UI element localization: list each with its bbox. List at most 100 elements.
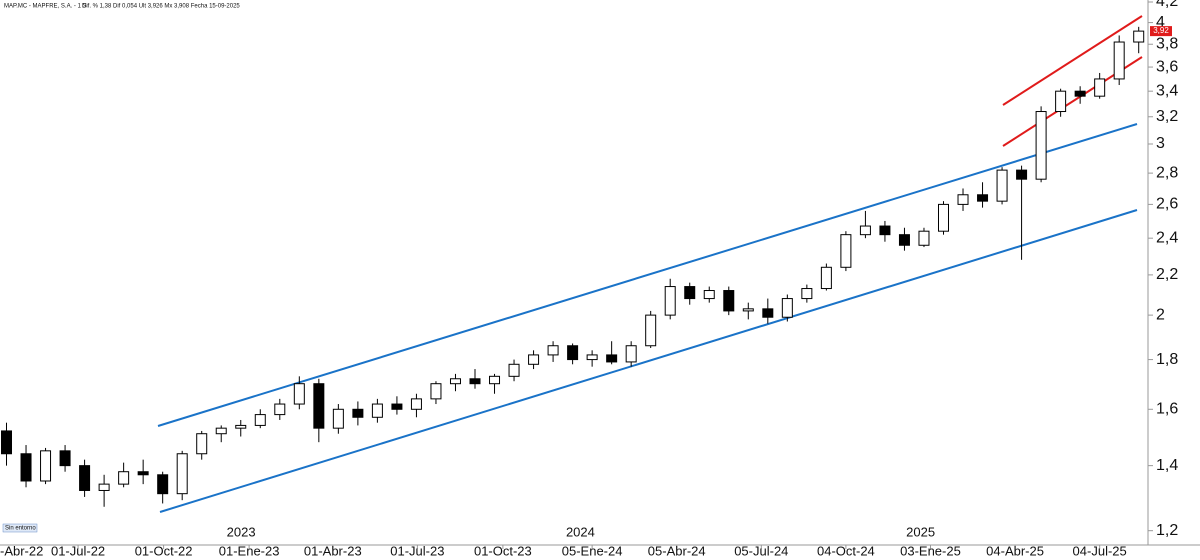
candle-body bbox=[274, 403, 286, 416]
candle-body bbox=[196, 433, 208, 455]
trend-channel-red-upper bbox=[1002, 15, 1143, 106]
candle-body bbox=[469, 378, 481, 385]
candle-body bbox=[215, 427, 227, 435]
y-tick-label: 2,6 bbox=[1156, 196, 1178, 213]
year-label: 2024 bbox=[566, 524, 595, 539]
candle-body bbox=[391, 403, 403, 410]
candle-body bbox=[898, 234, 910, 246]
y-tick-label: 1,8 bbox=[1156, 351, 1178, 368]
candle-body bbox=[1074, 90, 1086, 97]
x-tick-label: 01-Jul-22 bbox=[51, 543, 105, 558]
y-tick-label: 1,2 bbox=[1156, 522, 1178, 539]
candle-body bbox=[684, 286, 696, 300]
candle-body bbox=[352, 408, 364, 418]
year-label: 2025 bbox=[906, 524, 935, 539]
candle-body bbox=[781, 298, 793, 318]
candle-body bbox=[1133, 30, 1145, 43]
y-tick-label: 3,8 bbox=[1156, 35, 1178, 52]
y-tick-label: 1,4 bbox=[1156, 457, 1178, 474]
candle-body bbox=[59, 450, 71, 467]
x-tick-label: 01-Jul-23 bbox=[390, 543, 444, 558]
x-tick-label: 05-Ene-24 bbox=[562, 543, 623, 558]
y-tick-label: 2,4 bbox=[1156, 229, 1178, 246]
candle-body bbox=[1113, 41, 1125, 80]
candle-body bbox=[1, 430, 13, 455]
candle-body bbox=[1016, 169, 1028, 180]
candle-body bbox=[176, 453, 188, 495]
candle-body bbox=[254, 414, 266, 426]
candle-body bbox=[235, 424, 247, 429]
x-tick-label: 04-Oct-24 bbox=[817, 543, 875, 558]
candle-body bbox=[1055, 90, 1067, 113]
candle-body bbox=[449, 378, 461, 385]
candle-body bbox=[489, 375, 501, 385]
candle-body bbox=[606, 354, 618, 363]
candle-body bbox=[567, 345, 579, 361]
candle-body bbox=[371, 403, 383, 418]
candle-body bbox=[137, 471, 149, 476]
candle-body bbox=[332, 408, 344, 429]
candle-body bbox=[547, 345, 559, 356]
x-tick-label: -Abr-22 bbox=[0, 543, 43, 558]
candle-body bbox=[840, 234, 852, 268]
candle-body bbox=[1035, 111, 1047, 180]
candle-body bbox=[820, 266, 832, 290]
candle-body bbox=[801, 288, 813, 300]
candle-body bbox=[98, 483, 110, 491]
x-tick-label: 04-Abr-25 bbox=[986, 543, 1044, 558]
y-tick-label: 3,4 bbox=[1156, 82, 1178, 99]
candle-body bbox=[723, 290, 735, 312]
y-tick-label: 2,8 bbox=[1156, 164, 1178, 181]
candle-body bbox=[859, 225, 871, 236]
trend-channel-lower bbox=[159, 209, 1138, 513]
y-tick-label: 3 bbox=[1156, 135, 1165, 152]
candle-body bbox=[703, 290, 715, 300]
candle-body bbox=[937, 203, 949, 232]
candle-body bbox=[977, 194, 989, 202]
y-tick-label: 2 bbox=[1156, 306, 1165, 323]
x-tick-label: 01-Ene-23 bbox=[219, 543, 280, 558]
candle-body bbox=[157, 474, 169, 495]
x-tick-label: 05-Abr-24 bbox=[648, 543, 706, 558]
candle-body bbox=[40, 450, 52, 482]
candle-body bbox=[79, 465, 91, 491]
footer-tag-box bbox=[2, 523, 38, 533]
x-tick-label: 05-Jul-24 bbox=[734, 543, 788, 558]
y-tick-label: 4,2 bbox=[1156, 0, 1178, 10]
footer-tag: Sin entorno bbox=[5, 526, 36, 532]
x-tick-label: 04-Jul-25 bbox=[1073, 543, 1127, 558]
candle-body bbox=[1094, 78, 1106, 97]
candle-body bbox=[957, 194, 969, 205]
candle-body bbox=[20, 453, 32, 482]
candle-body bbox=[410, 398, 422, 410]
candle-body bbox=[313, 383, 325, 429]
candle-body bbox=[664, 286, 676, 316]
y-tick-label: 4 bbox=[1156, 14, 1165, 31]
price-tag-label: 3,92 bbox=[1153, 26, 1169, 35]
candle-body bbox=[762, 308, 774, 318]
candle-body bbox=[118, 471, 130, 485]
header-title: MAP.MC - MAPFRE, S.A. - 1 S bbox=[4, 4, 87, 10]
price-tag-box bbox=[1150, 26, 1172, 37]
y-tick-label: 3,6 bbox=[1156, 58, 1178, 75]
y-tick-label: 1,6 bbox=[1156, 401, 1178, 418]
candle-body bbox=[879, 225, 891, 236]
candle-body bbox=[293, 383, 305, 405]
candle-body bbox=[625, 345, 637, 363]
x-tick-label: 01-Abr-23 bbox=[304, 543, 362, 558]
y-tick-label: 3,2 bbox=[1156, 108, 1178, 125]
candle-body bbox=[918, 230, 930, 246]
candle-body bbox=[645, 314, 657, 347]
candle-body bbox=[430, 383, 442, 400]
x-tick-label: 01-Oct-23 bbox=[474, 543, 532, 558]
x-tick-label: 01-Oct-22 bbox=[135, 543, 193, 558]
year-label: 2023 bbox=[227, 524, 256, 539]
candle-body bbox=[528, 354, 540, 365]
candle-body bbox=[996, 169, 1008, 202]
x-tick-label: 03-Ene-25 bbox=[900, 543, 961, 558]
y-tick-label: 2,2 bbox=[1156, 266, 1178, 283]
header-info: Dif. % 1,38 Dif 0,054 Ult 3,926 Mx 3,908… bbox=[82, 4, 240, 10]
